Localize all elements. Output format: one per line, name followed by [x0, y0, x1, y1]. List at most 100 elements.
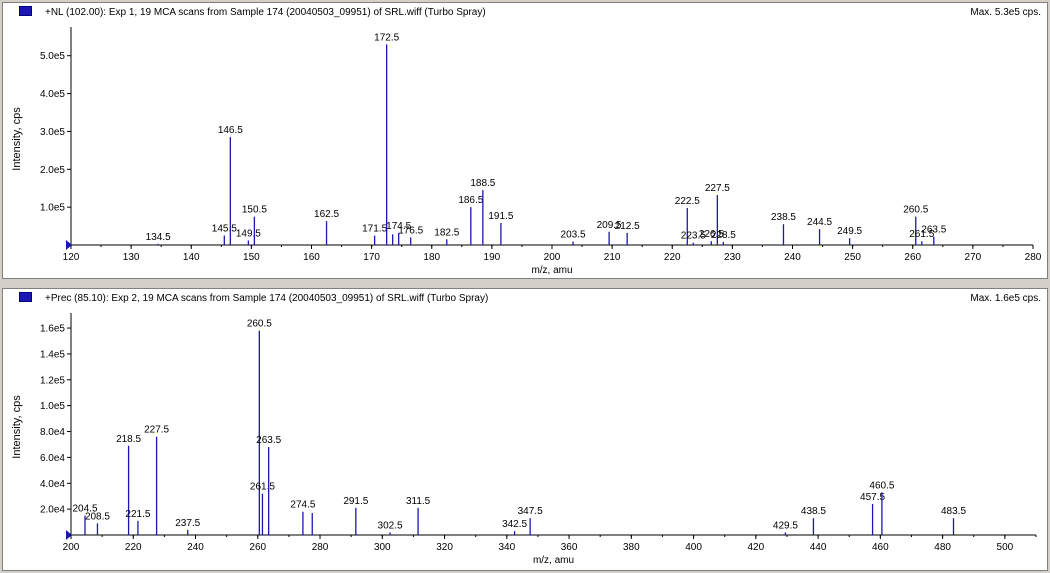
peak-label: 261.5	[909, 229, 934, 240]
chart-title: +Prec (85.10): Exp 2, 19 MCA scans from …	[45, 293, 489, 304]
spectrum-panel-nl: +NL (102.00): Exp 1, 19 MCA scans from S…	[2, 2, 1048, 279]
peak-label: 222.5	[675, 196, 700, 207]
peak-label: 457.5	[860, 492, 885, 503]
x-tick-label: 360	[561, 542, 578, 553]
x-tick-label: 130	[123, 252, 140, 263]
peak-label: 261.5	[250, 482, 275, 493]
peak-label: 227.5	[705, 183, 730, 194]
peak-label: 186.5	[458, 195, 483, 206]
max-intensity-label: Max. 5.3e5 cps.	[970, 7, 1041, 18]
y-axis-label: Intensity, cps	[11, 107, 23, 171]
baseline-marker-icon	[66, 240, 72, 250]
peak-label: 291.5	[343, 496, 368, 507]
peak-label: 174.5	[386, 221, 411, 232]
peak-label: 263.5	[921, 225, 946, 236]
x-tick-label: 270	[965, 252, 982, 263]
x-tick-label: 190	[484, 252, 501, 263]
peak-label: 208.5	[85, 511, 110, 522]
peak-label: 209.5	[597, 220, 622, 231]
panel-header: +Prec (85.10): Exp 2, 19 MCA scans from …	[3, 289, 1047, 307]
peak-label: 460.5	[869, 480, 894, 491]
x-tick-label: 120	[63, 252, 80, 263]
peak-label: 347.5	[518, 506, 543, 517]
peak-label: 438.5	[801, 506, 826, 517]
peak-label: 226.5	[699, 229, 724, 240]
x-tick-label: 150	[243, 252, 260, 263]
peak-label: 188.5	[470, 178, 495, 189]
peak-label: 237.5	[175, 518, 200, 529]
peak-label: 429.5	[773, 520, 798, 531]
x-tick-label: 160	[303, 252, 320, 263]
x-tick-label: 260	[249, 542, 266, 553]
x-tick-label: 220	[125, 542, 142, 553]
peak-label: 212.5	[615, 221, 640, 232]
panel-header: +NL (102.00): Exp 1, 19 MCA scans from S…	[3, 3, 1047, 21]
peak-label: 204.5	[72, 504, 97, 515]
y-tick-label: 6.0e4	[40, 453, 65, 464]
peak-label: 171.5	[362, 224, 387, 235]
x-tick-label: 460	[872, 542, 889, 553]
x-tick-label: 240	[187, 542, 204, 553]
peak-label: 260.5	[247, 319, 272, 330]
x-tick-label: 200	[544, 252, 561, 263]
peak-label: 223.5	[681, 231, 706, 242]
baseline-marker-icon	[66, 530, 72, 540]
x-tick-label: 180	[423, 252, 440, 263]
y-tick-label: 2.0e4	[40, 505, 65, 516]
peak-label: 172.5	[374, 32, 399, 43]
spectrum-plot-prec[interactable]: 200 220 240 260 280 300 320 340 360 380 400 420 440 4…	[3, 289, 1047, 570]
peak-label: 191.5	[488, 211, 513, 222]
peak-label: 176.5	[398, 225, 423, 236]
peak-label: 249.5	[837, 226, 862, 237]
x-axis-label: m/z, amu	[533, 555, 574, 566]
x-tick-label: 380	[623, 542, 640, 553]
x-tick-label: 280	[312, 542, 329, 553]
y-tick-label: 3.0e5	[40, 127, 65, 138]
x-tick-label: 420	[747, 542, 764, 553]
series-color-swatch[interactable]	[19, 6, 32, 16]
peak-label: 238.5	[771, 212, 796, 223]
peak-label: 244.5	[807, 217, 832, 228]
x-tick-label: 400	[685, 542, 702, 553]
y-tick-label: 1.0e5	[40, 203, 65, 214]
y-tick-label: 1.6e5	[40, 324, 65, 335]
y-tick-label: 2.0e5	[40, 165, 65, 176]
y-tick-label: 1.0e5	[40, 401, 65, 412]
series-color-swatch[interactable]	[19, 292, 32, 302]
peak-label: 260.5	[903, 205, 928, 216]
spectrum-plot-nl[interactable]: 120 130 140 150 160 170 180 190 200 210 220 230 240 2…	[3, 3, 1047, 278]
x-tick-label: 250	[844, 252, 861, 263]
x-tick-label: 220	[664, 252, 681, 263]
peak-label: 302.5	[378, 520, 403, 531]
max-intensity-label: Max. 1.6e5 cps.	[970, 293, 1041, 304]
x-tick-label: 260	[904, 252, 921, 263]
peak-label: 263.5	[256, 435, 281, 446]
x-tick-label: 320	[436, 542, 453, 553]
x-tick-label: 230	[724, 252, 741, 263]
x-tick-label: 200	[63, 542, 80, 553]
peak-label: 483.5	[941, 506, 966, 517]
y-tick-label: 4.0e5	[40, 89, 65, 100]
peak-label: 162.5	[314, 209, 339, 220]
x-tick-label: 480	[934, 542, 951, 553]
y-axis-label: Intensity, cps	[11, 395, 23, 459]
peak-label: 150.5	[242, 205, 267, 216]
x-tick-label: 280	[1025, 252, 1042, 263]
x-axis-label: m/z, amu	[531, 265, 572, 276]
x-tick-label: 300	[374, 542, 391, 553]
y-tick-label: 4.0e4	[40, 479, 65, 490]
x-tick-label: 140	[183, 252, 200, 263]
x-tick-label: 210	[604, 252, 621, 263]
peak-label: 311.5	[406, 496, 431, 507]
peak-label: 342.5	[502, 519, 527, 530]
peak-label: 182.5	[434, 227, 459, 238]
peak-label: 221.5	[125, 509, 150, 520]
x-tick-label: 500	[997, 542, 1014, 553]
peak-label: 274.5	[290, 500, 315, 511]
y-tick-label: 1.4e5	[40, 349, 65, 360]
peak-label: 203.5	[561, 230, 586, 241]
y-tick-label: 5.0e5	[40, 51, 65, 62]
peak-label: 227.5	[144, 425, 169, 436]
peak-label: 228.5	[711, 230, 736, 241]
peak-label: 146.5	[218, 125, 243, 136]
